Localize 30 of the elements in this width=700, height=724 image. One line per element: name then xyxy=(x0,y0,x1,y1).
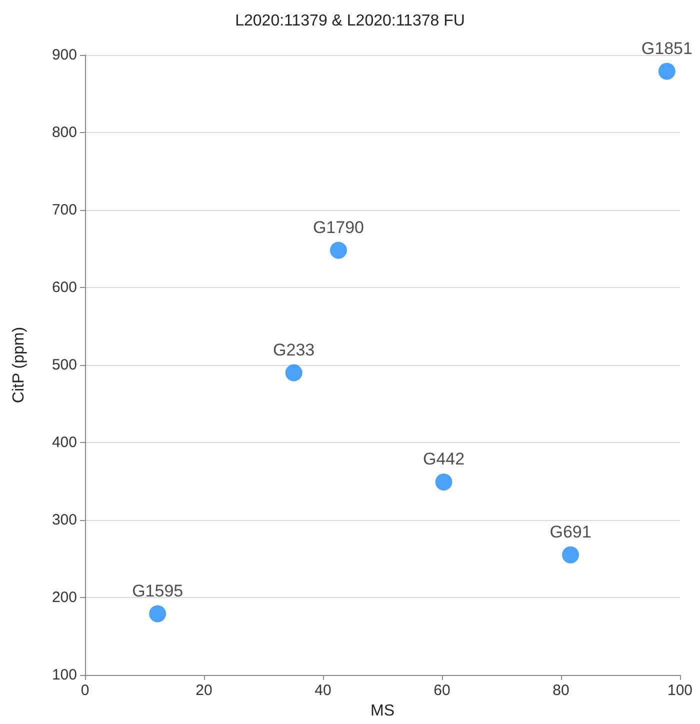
y-tick-label: 400 xyxy=(52,434,77,451)
point xyxy=(658,62,676,80)
chart-title: L2020:11379 & L2020:11378 FU xyxy=(235,12,465,30)
data-label: G233 xyxy=(273,340,315,360)
y-tick-label: 100 xyxy=(52,666,77,684)
y-axis-title: CitP (ppm) xyxy=(10,326,28,404)
data-label: G691 xyxy=(550,522,592,542)
point xyxy=(562,546,580,564)
y-tick-label: 500 xyxy=(52,356,77,374)
point xyxy=(149,605,166,622)
y-tick-label: 300 xyxy=(52,512,77,528)
y-tick-label: 200 xyxy=(52,589,77,606)
y-tick-label: 900 xyxy=(52,46,77,64)
point xyxy=(285,364,302,382)
data-label: G442 xyxy=(422,450,465,469)
point xyxy=(330,242,347,259)
y-tick-label: 800 xyxy=(52,124,77,141)
x-tick-label: 60 xyxy=(434,682,450,699)
x-tick-label: 0 xyxy=(80,682,90,699)
y-tick-label: 700 xyxy=(52,202,77,218)
y-tick-label: 600 xyxy=(52,279,77,296)
data-label: G1851 xyxy=(641,38,692,58)
x-tick-label: 40 xyxy=(314,682,332,699)
data-label: G1595 xyxy=(132,581,184,600)
x-tick-label: 100 xyxy=(667,682,693,699)
x-axis-title: MS xyxy=(370,702,394,720)
x-tick-label: 80 xyxy=(552,682,570,699)
point xyxy=(435,474,452,491)
data-label: G1790 xyxy=(312,218,364,237)
x-tick-label: 20 xyxy=(196,682,212,699)
